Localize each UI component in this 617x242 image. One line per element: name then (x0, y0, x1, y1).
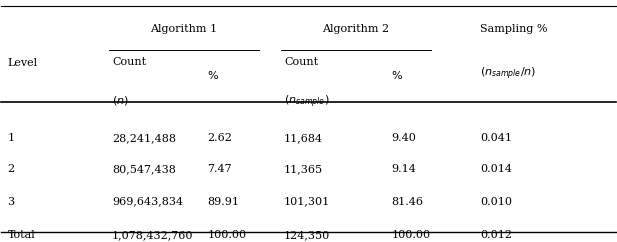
Text: 0.012: 0.012 (481, 230, 513, 240)
Text: $(n_{\mathit{sample}})$: $(n_{\mathit{sample}})$ (284, 94, 329, 110)
Text: $(n)$: $(n)$ (112, 94, 129, 107)
Text: Algorithm 1: Algorithm 1 (151, 24, 218, 35)
Text: Total: Total (7, 230, 35, 240)
Text: 89.91: 89.91 (207, 197, 239, 207)
Text: 101,301: 101,301 (284, 197, 330, 207)
Text: $\%$: $\%$ (207, 69, 219, 81)
Text: $(n_{\mathit{sample}}/n)$: $(n_{\mathit{sample}}/n)$ (481, 66, 537, 83)
Text: 0.041: 0.041 (481, 133, 513, 143)
Text: 2: 2 (7, 164, 15, 174)
Text: 2.62: 2.62 (207, 133, 232, 143)
Text: 3: 3 (7, 197, 15, 207)
Text: 969,643,834: 969,643,834 (112, 197, 183, 207)
Text: 1,078,432,760: 1,078,432,760 (112, 230, 194, 240)
Text: 0.010: 0.010 (481, 197, 513, 207)
Text: 100.00: 100.00 (391, 230, 431, 240)
Text: Count: Count (112, 57, 146, 67)
Text: $\%$: $\%$ (391, 69, 404, 81)
Text: 81.46: 81.46 (391, 197, 423, 207)
Text: 28,241,488: 28,241,488 (112, 133, 176, 143)
Text: 80,547,438: 80,547,438 (112, 164, 176, 174)
Text: Sampling %: Sampling % (481, 24, 548, 35)
Text: Count: Count (284, 57, 318, 67)
Text: 1: 1 (7, 133, 15, 143)
Text: Level: Level (7, 58, 38, 68)
Text: Algorithm 2: Algorithm 2 (323, 24, 390, 35)
Text: 7.47: 7.47 (207, 164, 232, 174)
Text: 11,684: 11,684 (284, 133, 323, 143)
Text: 124,350: 124,350 (284, 230, 330, 240)
Text: 9.40: 9.40 (391, 133, 416, 143)
Text: 9.14: 9.14 (391, 164, 416, 174)
Text: 100.00: 100.00 (207, 230, 246, 240)
Text: 0.014: 0.014 (481, 164, 513, 174)
Text: 11,365: 11,365 (284, 164, 323, 174)
